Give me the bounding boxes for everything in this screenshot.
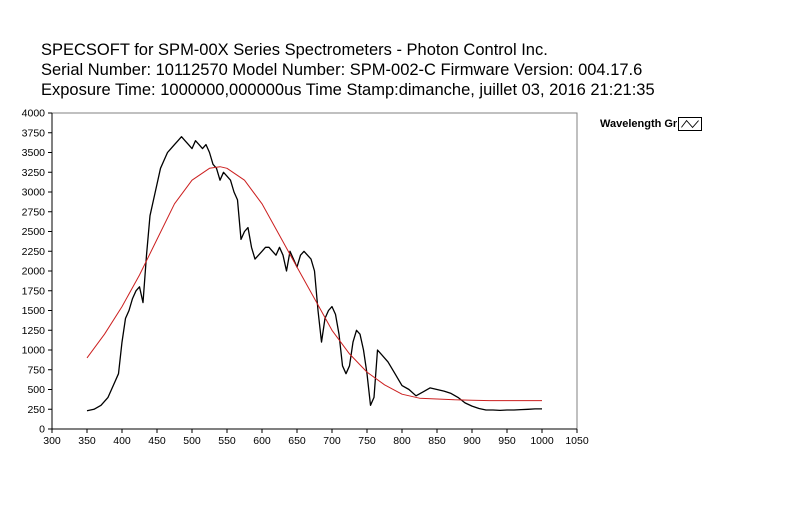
x-tick-label: 750 — [358, 435, 376, 447]
x-tick-label: 600 — [253, 435, 271, 447]
chart-header: SPECSOFT for SPM-00X Series Spectrometer… — [41, 40, 655, 100]
y-tick-label: 0 — [39, 424, 45, 436]
y-tick-label: 750 — [27, 364, 45, 376]
legend[interactable]: Wavelength Gr — [600, 117, 703, 131]
y-tick-label: 1000 — [22, 345, 46, 357]
x-tick-label: 950 — [498, 435, 516, 447]
x-tick-label: 500 — [183, 435, 201, 447]
y-tick-label: 3500 — [22, 147, 46, 159]
y-tick-label: 2500 — [22, 226, 46, 238]
y-tick-label: 3250 — [22, 167, 46, 179]
y-tick-label: 3750 — [22, 127, 46, 139]
fit-curve-line — [86, 166, 542, 402]
x-tick-label: 900 — [463, 435, 481, 447]
y-tick-label: 1500 — [22, 305, 46, 317]
y-tick-label: 1250 — [22, 325, 46, 337]
y-tick-label: 2250 — [22, 246, 46, 258]
app-title-line: SPECSOFT for SPM-00X Series Spectrometer… — [41, 41, 548, 59]
y-tick-label: 2000 — [22, 266, 46, 278]
x-tick-label: 1000 — [530, 435, 554, 447]
exposure-info-line: Exposure Time: 1000000,000000us Time Sta… — [41, 81, 655, 99]
x-tick-label: 850 — [428, 435, 446, 447]
x-tick-label: 450 — [148, 435, 166, 447]
y-tick-label: 250 — [27, 404, 45, 416]
y-tick-label: 1750 — [22, 285, 46, 297]
device-info-line: Serial Number: 10112570 Model Number: SP… — [41, 61, 643, 79]
x-tick-label: 800 — [393, 435, 411, 447]
x-tick-label: 300 — [43, 435, 61, 447]
y-tick-label: 500 — [27, 384, 45, 396]
legend-label: Wavelength Gr — [600, 118, 678, 130]
y-tick-label: 2750 — [22, 206, 46, 218]
y-tick-label: 4000 — [22, 108, 46, 120]
x-tick-label: 700 — [323, 435, 341, 447]
x-tick-label: 550 — [218, 435, 236, 447]
x-tick-label: 400 — [113, 435, 131, 447]
measured-spectrum-line — [86, 136, 542, 412]
x-tick-label: 1050 — [565, 435, 589, 447]
x-tick-label: 350 — [78, 435, 96, 447]
legend-swatch-icon — [678, 117, 703, 131]
y-tick-label: 3000 — [22, 187, 46, 199]
x-tick-label: 650 — [288, 435, 306, 447]
